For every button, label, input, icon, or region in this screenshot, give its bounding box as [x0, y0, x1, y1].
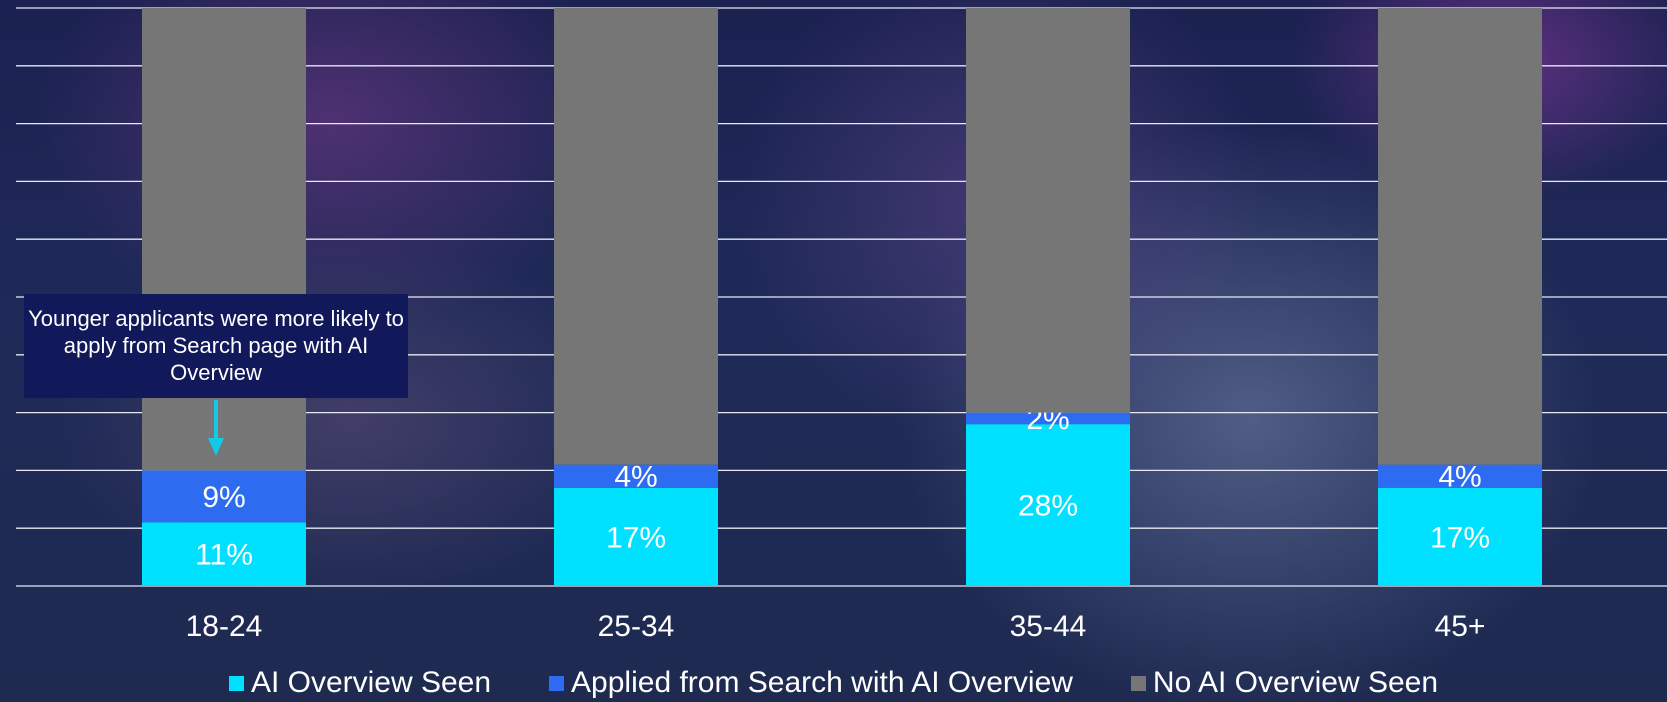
- bar-segment: [554, 464, 718, 488]
- legend-swatch-ai-overview-seen: [228, 675, 244, 691]
- legend-label: AI Overview Seen: [250, 666, 492, 699]
- bar-segment: [1378, 487, 1542, 586]
- legend-item-ai-overview-seen[interactable]: AI Overview Seen: [228, 666, 492, 700]
- data-label: 4%: [1438, 461, 1481, 494]
- legend-label: No AI Overview Seen: [1152, 666, 1439, 699]
- bar-segment: [142, 522, 306, 586]
- legend-item-no-ai-overview[interactable]: No AI Overview Seen: [1130, 666, 1439, 700]
- x-tick-label: 35-44: [1010, 610, 1087, 643]
- data-label: 28%: [1018, 490, 1078, 523]
- legend-swatch-no-ai-overview: [1130, 675, 1146, 691]
- x-tick-label: 45+: [1435, 610, 1486, 643]
- x-tick-label: 25-34: [598, 610, 675, 643]
- bar-segment: [1378, 8, 1542, 465]
- data-label: 11%: [195, 539, 253, 572]
- bar-segment: [142, 8, 306, 471]
- bar-segment: [966, 412, 1130, 425]
- annotation-callout: Younger applicants were more likely to a…: [24, 294, 408, 398]
- legend-label: Applied from Search with AI Overview: [571, 666, 1073, 699]
- data-label: 4%: [614, 461, 657, 494]
- bar-segment: [1378, 464, 1542, 488]
- annotation-arrow-head: [208, 438, 224, 456]
- bar-segment: [966, 8, 1130, 413]
- data-label: 9%: [202, 481, 245, 514]
- bar-segment: [966, 424, 1130, 586]
- annotation-text: Younger applicants were more likely to a…: [28, 306, 404, 385]
- data-label: 17%: [1430, 521, 1490, 554]
- legend: AI Overview Seen Applied from Search wit…: [0, 666, 1667, 700]
- legend-swatch-applied-from-search: [549, 675, 565, 691]
- data-label: 17%: [606, 521, 666, 554]
- bar-segment: [554, 8, 718, 465]
- bar-segment: [554, 487, 718, 586]
- legend-item-applied-from-search[interactable]: Applied from Search with AI Overview: [549, 666, 1073, 700]
- x-tick-label: 18-24: [186, 610, 263, 643]
- bar-segment: [142, 470, 306, 523]
